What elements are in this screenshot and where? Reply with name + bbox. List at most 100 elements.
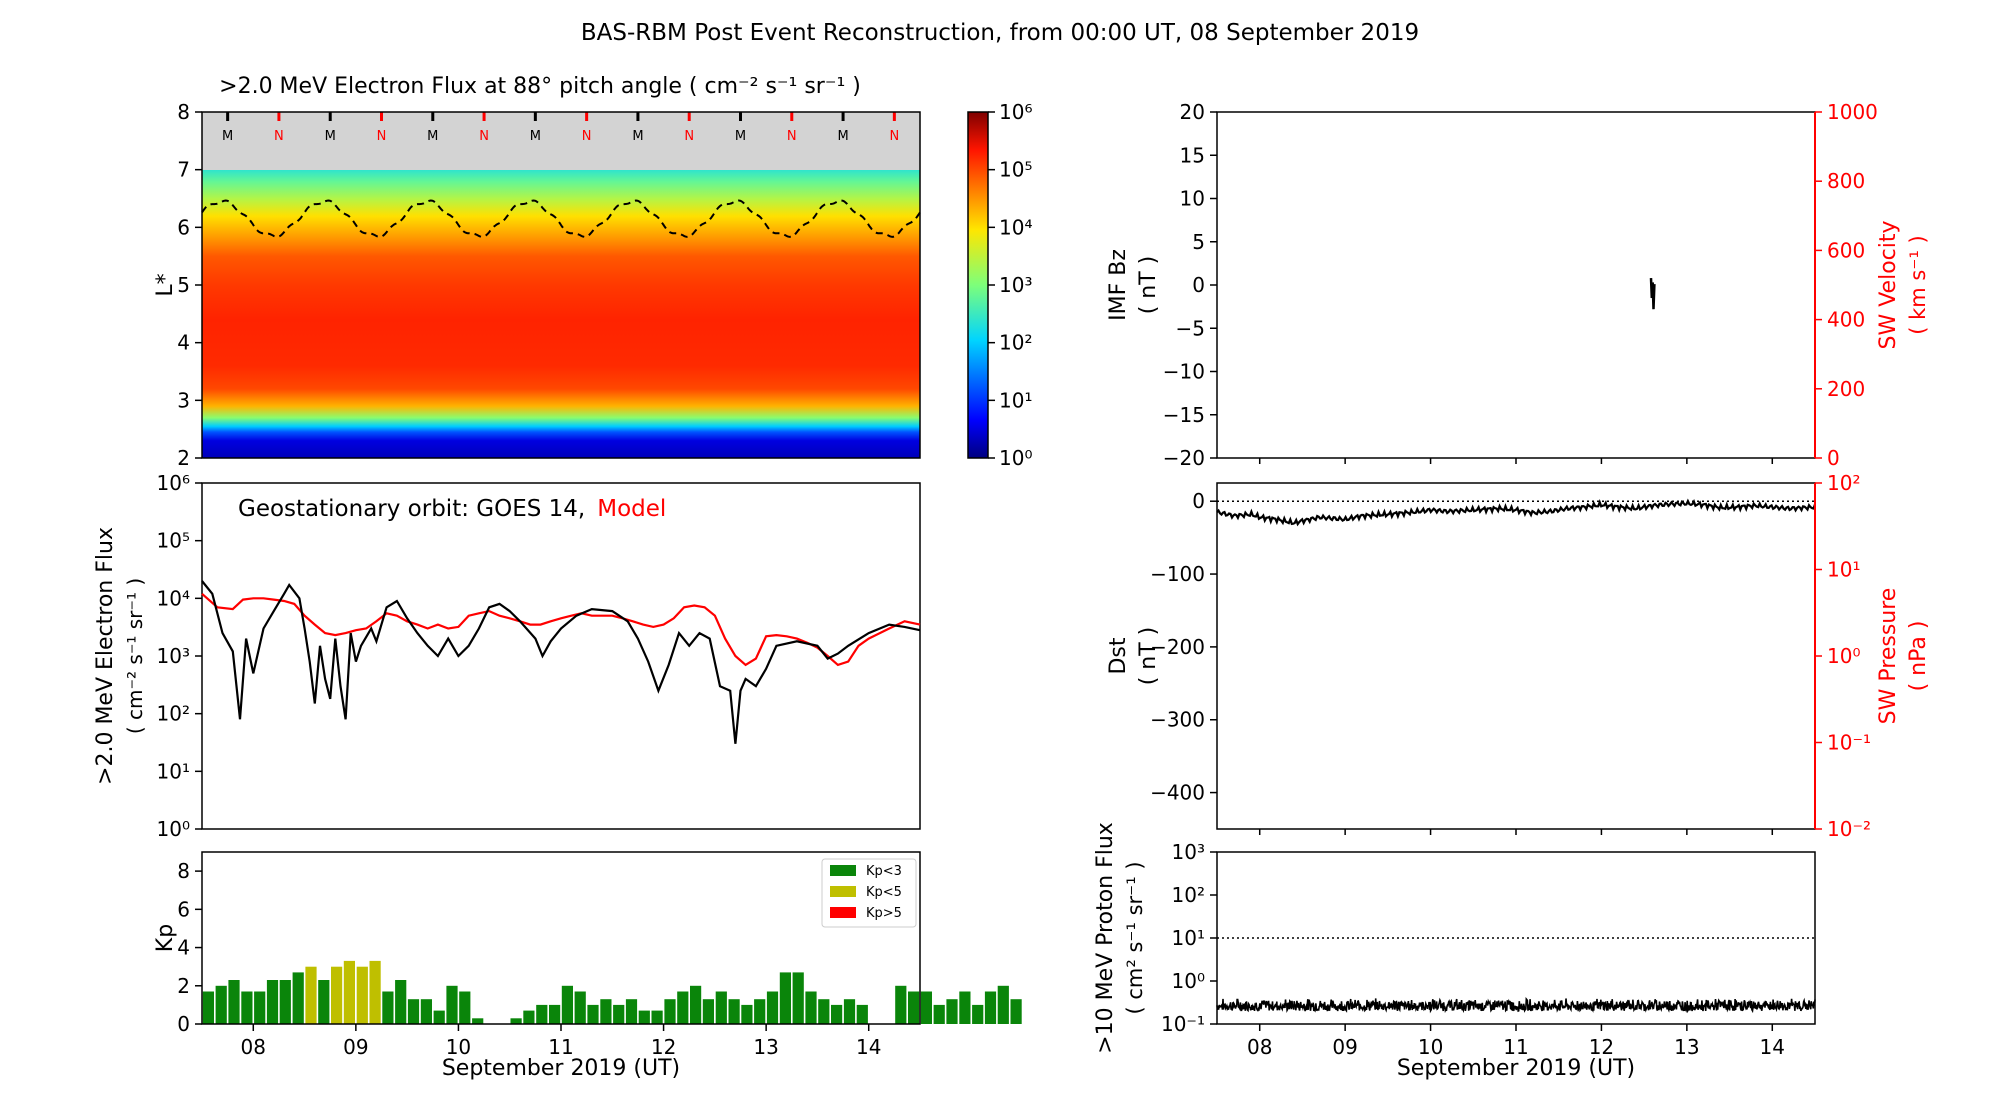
imf-panel: −20 −15 −10 −5 0 5 10 15 20 0 200 400 600 800 1000 IM… xyxy=(1106,100,1930,470)
kp-bar xyxy=(754,999,766,1024)
kp-bar xyxy=(625,999,638,1024)
mn-label: N xyxy=(274,129,284,144)
right-xlabel: September 2019 (UT) xyxy=(1397,1056,1635,1081)
mn-label: M xyxy=(837,129,848,144)
sw-pressure-tick-label: 10⁰ xyxy=(1827,644,1860,668)
proton-ytick-label: 10² xyxy=(1172,883,1205,907)
sw-pressure-tick-label: 10⁻² xyxy=(1827,817,1871,841)
kp-bar xyxy=(843,999,856,1024)
kp-bar xyxy=(664,999,676,1024)
imf-ytick-label: 10 xyxy=(1180,187,1205,211)
heatmap-title: >2.0 MeV Electron Flux at 88° pitch angl… xyxy=(219,74,861,99)
colorbar-tick-label: 10⁶ xyxy=(999,100,1032,124)
proton-frame xyxy=(1216,851,1816,1025)
kp-bar xyxy=(728,999,740,1024)
kp-bar xyxy=(343,960,355,1024)
sw-pressure-tick-label: 10¹ xyxy=(1827,558,1860,582)
proton-ytick-label: 10⁰ xyxy=(1172,969,1205,993)
kp-bar xyxy=(908,991,920,1024)
electron-flux-ytick-label: 10⁰ xyxy=(157,817,190,841)
left-xlabel: September 2019 (UT) xyxy=(442,1056,680,1081)
sw-pressure-tick-label: 10⁻¹ xyxy=(1827,731,1871,755)
mn-label: N xyxy=(889,129,899,144)
kp-ytick-label: 0 xyxy=(177,1012,190,1036)
sw-pressure-units: ( nPa ) xyxy=(1906,621,1931,692)
magnetopause-dashed-line xyxy=(201,199,921,238)
mn-label: M xyxy=(735,129,746,144)
electron-flux-ylabel-units: ( cm⁻² s⁻¹ sr⁻¹ ) xyxy=(123,578,147,734)
kp-ytick-label: 6 xyxy=(177,897,190,921)
heatmap-ytick-label: 5 xyxy=(177,273,190,297)
xtick-label: 10 xyxy=(1418,1035,1443,1059)
kp-bar xyxy=(254,991,266,1024)
xtick-label: 14 xyxy=(856,1035,881,1059)
proton-flux-line xyxy=(1216,996,1816,1014)
kp-bar xyxy=(292,972,304,1024)
kp-bar xyxy=(318,980,330,1024)
proton-ytick-label: 10⁻¹ xyxy=(1161,1012,1205,1036)
sw-velocity-tick-label: 800 xyxy=(1827,169,1865,193)
electron-flux-ytick-label: 10³ xyxy=(157,644,190,668)
dst-ytick-label: −300 xyxy=(1150,708,1205,732)
dst-ylabel-units: ( nT ) xyxy=(1136,627,1161,686)
dst-frame xyxy=(1216,482,1816,830)
heatmap-ytick-label: 2 xyxy=(177,446,190,470)
xtick-label: 09 xyxy=(1332,1035,1357,1059)
imf-frame xyxy=(1216,111,1816,459)
kp-panel: 0 2 4 6 8 Kp Kp<3 Kp<5 Kp>5 xyxy=(153,851,1022,1036)
xtick-label: 11 xyxy=(1503,1035,1528,1059)
electron-flux-ytick-label: 10⁴ xyxy=(157,586,190,610)
electron-flux-ytick-label: 10⁶ xyxy=(157,471,190,495)
kp-bar xyxy=(715,991,727,1024)
proton-ylabel-units: ( cm² s⁻¹ sr⁻¹ ) xyxy=(1123,861,1147,1014)
electron-flux-ytick-label: 10¹ xyxy=(157,759,190,783)
electron-flux-panel: Geostationary orbit: GOES 14, Model 10⁰ 10… xyxy=(93,471,921,841)
imf-ytick-label: 0 xyxy=(1192,273,1205,297)
kp-bar xyxy=(805,991,817,1024)
heatmap-ylabel: L* xyxy=(153,273,178,296)
kp-bar xyxy=(946,999,958,1024)
electron-flux-ytick-label: 10⁵ xyxy=(157,529,190,553)
sw-velocity-tick-label: 0 xyxy=(1827,446,1840,470)
sw-velocity-tick-label: 200 xyxy=(1827,377,1865,401)
sw-velocity-tick-label: 400 xyxy=(1827,308,1865,332)
heatmap-ytick-label: 7 xyxy=(177,158,190,182)
model-annotation: Model xyxy=(597,496,666,522)
kp-legend-swatch xyxy=(830,907,856,918)
kp-legend-label: Kp>5 xyxy=(866,906,902,921)
colorbar: 10⁰ 10¹ 10² 10³ 10⁴ 10⁵ 10⁶ xyxy=(967,100,1032,470)
proton-ylabel: >10 MeV Proton Flux xyxy=(1093,822,1118,1054)
imf-ytick-label: 5 xyxy=(1192,230,1205,254)
dst-ytick-label: −400 xyxy=(1150,781,1205,805)
xtick-label: 14 xyxy=(1760,1035,1785,1059)
kp-bar xyxy=(510,1018,522,1024)
electron-flux-ytick-label: 10² xyxy=(157,702,190,726)
mn-label: N xyxy=(787,129,797,144)
colorbar-tick-label: 10⁰ xyxy=(999,446,1032,470)
xtick-label: 12 xyxy=(1589,1035,1614,1059)
kp-bar xyxy=(395,980,407,1024)
xtick-label: 13 xyxy=(753,1035,778,1059)
kp-bar xyxy=(523,1010,535,1024)
kp-bar xyxy=(549,1004,561,1024)
kp-bar xyxy=(1010,999,1022,1024)
colorbar-tick-label: 10¹ xyxy=(999,388,1032,412)
xtick-label: 11 xyxy=(548,1035,573,1059)
dst-ytick-label: −100 xyxy=(1150,562,1205,586)
proton-ytick-label: 10³ xyxy=(1172,840,1205,864)
kp-bar xyxy=(561,985,573,1024)
dst-ytick-label: 0 xyxy=(1192,489,1205,513)
kp-bar xyxy=(279,980,291,1024)
kp-ytick-label: 4 xyxy=(177,936,190,960)
kp-bar xyxy=(895,985,907,1024)
sw-velocity-units: ( km s⁻¹ ) xyxy=(1906,235,1930,334)
dst-ytick-label: −200 xyxy=(1150,635,1205,659)
kp-bar xyxy=(433,1010,445,1024)
kp-bar xyxy=(933,1004,945,1024)
imf-ytick-label: 15 xyxy=(1180,143,1205,167)
kp-bar xyxy=(587,1004,599,1024)
kp-bar xyxy=(818,999,830,1024)
proton-panel: 10⁻¹ 10⁰ 10¹ 10² 10³ >10 MeV Proton Flux ( c… xyxy=(1093,822,1816,1054)
kp-bar xyxy=(766,991,779,1024)
